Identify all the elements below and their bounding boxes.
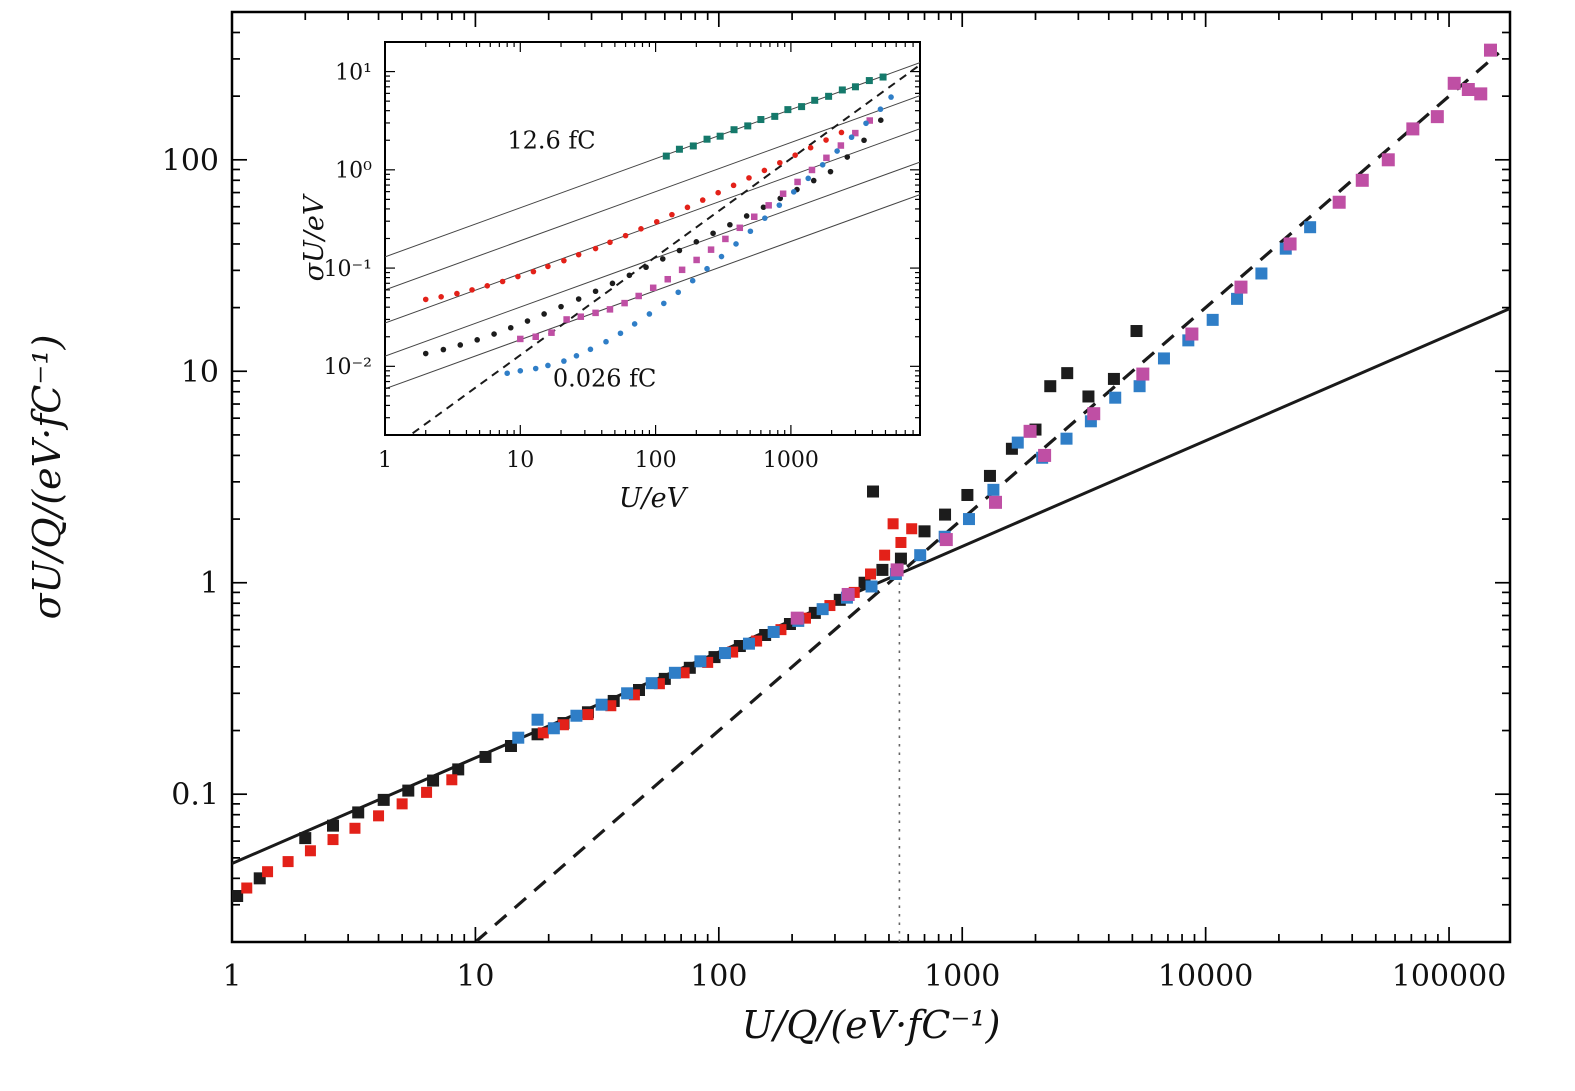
line-linear-power-law-dashed — [474, 51, 1500, 942]
inset-ytick-label: 10⁻¹ — [324, 257, 372, 282]
main-ytick-label: 100 — [162, 143, 219, 178]
main-xtick-label: 100000 — [1392, 959, 1507, 994]
main-xtick-label: 1000 — [924, 959, 1000, 994]
plot-inset: 1 10 100 1000 10⁻² 10⁻¹ 10⁰ 10¹ U/eV σU/eV 12.6 fC… — [299, 41, 921, 514]
main-xaxis-label: U/Q/(eV·fC⁻¹) — [742, 1003, 1001, 1047]
series-blue-dots-inset — [504, 94, 894, 377]
main-ytick-label: 10 — [181, 355, 219, 390]
series-red-dots-inset — [422, 129, 845, 303]
main-xtick-label: 10000 — [1158, 959, 1253, 994]
series-teal-squares-inset — [662, 73, 887, 160]
inset-annotation: 0.026 fC — [553, 365, 657, 393]
inset-ytick-label: 10⁰ — [335, 159, 372, 184]
inset-annotation: 12.6 fC — [507, 126, 595, 154]
series-magenta-squares — [790, 43, 1497, 625]
series-magenta-squares-inset — [517, 117, 874, 343]
inset-xtick-label: 10 — [506, 448, 534, 473]
line-inset-dashed-linear — [412, 64, 920, 435]
main-ticks — [231, 11, 1510, 943]
inset-yaxis-label: σU/eV — [299, 193, 330, 281]
inset-xtick-label: 100 — [635, 448, 677, 473]
series-red-squares — [241, 518, 918, 894]
series-black-dots-inset — [422, 117, 884, 357]
inset-ticks — [384, 41, 921, 436]
line-charge-line-0.026fC — [385, 194, 920, 390]
inset-plot-frame — [384, 41, 921, 436]
main-xtick-label: 1 — [222, 959, 241, 994]
inset-xtick-label: 1 — [378, 448, 392, 473]
inset-xtick-label: 1000 — [763, 448, 819, 473]
inset-ytick-label: 10¹ — [335, 60, 372, 85]
inset-xaxis-label: U/eV — [619, 483, 689, 514]
series-blue-squares — [512, 221, 1317, 744]
inset-ytick-label: 10⁻² — [324, 355, 372, 380]
main-xtick-label: 100 — [690, 959, 747, 994]
main-ytick-label: 0.1 — [171, 778, 219, 813]
main-yaxis-label: σU/Q/(eV·fC⁻¹) — [25, 335, 69, 620]
main-ytick-label: 1 — [200, 566, 219, 601]
line-charge-line-2 — [385, 95, 920, 291]
main-xtick-label: 10 — [456, 959, 494, 994]
